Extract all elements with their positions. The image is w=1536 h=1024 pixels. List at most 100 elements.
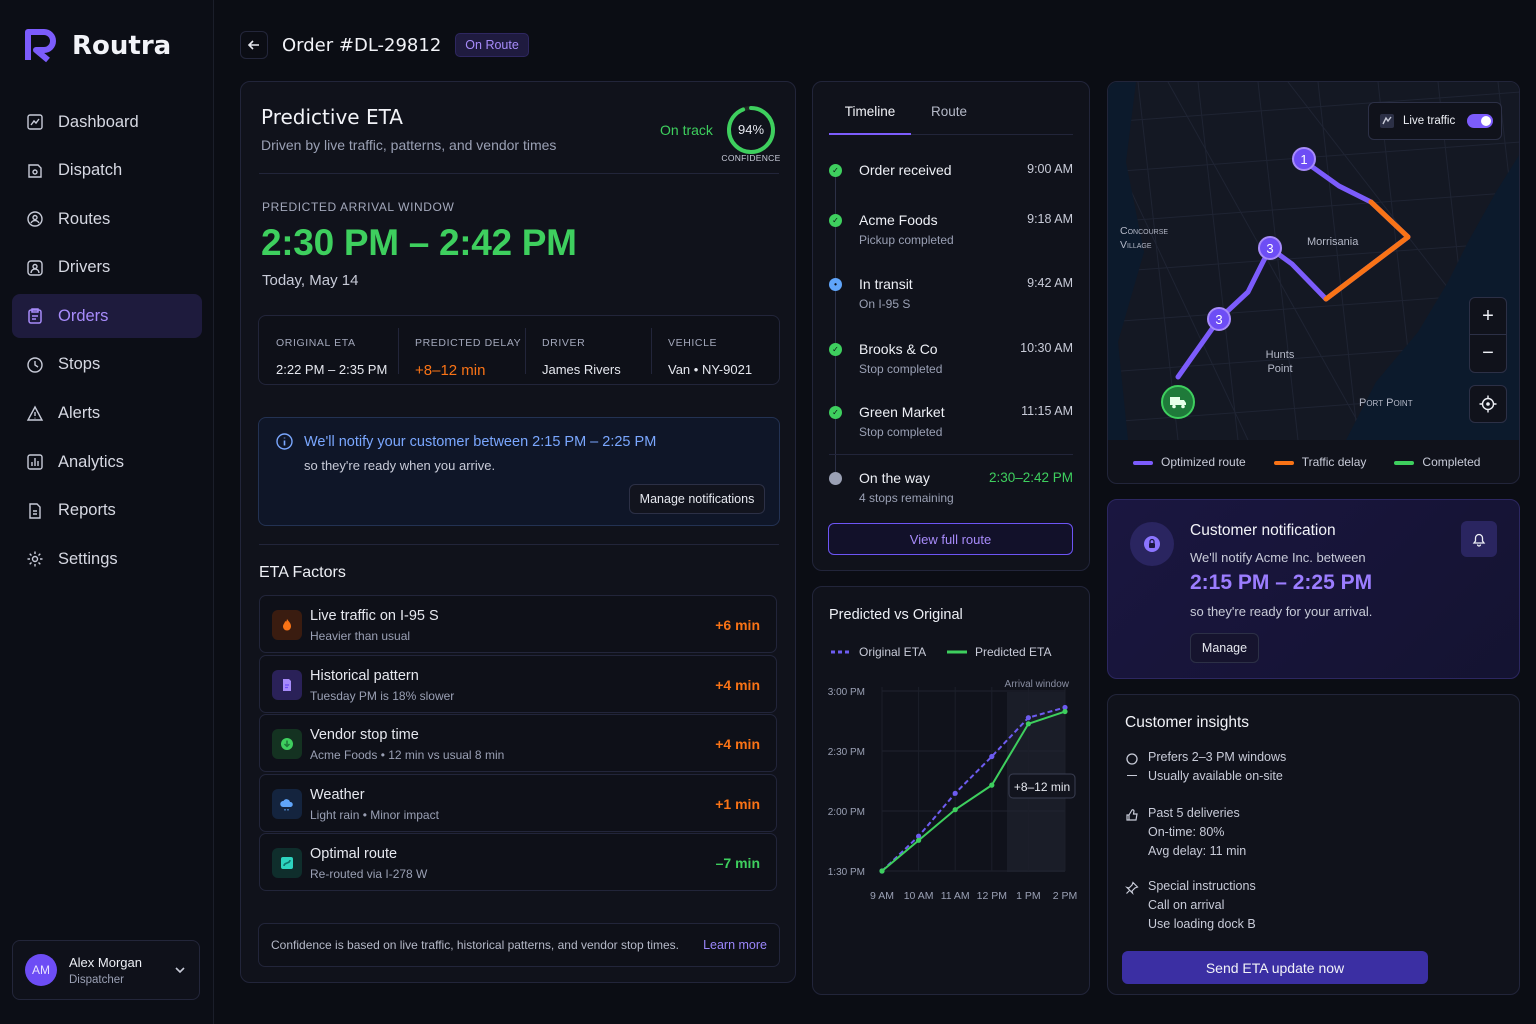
stop-marker[interactable]: 3 bbox=[1207, 307, 1231, 331]
customer-notification-panel: Customer notification We'll notify Acme … bbox=[1107, 499, 1520, 679]
transit-icon: • bbox=[829, 278, 842, 291]
orders-icon bbox=[26, 307, 44, 325]
timeline-time: 9:18 AM bbox=[1027, 212, 1073, 226]
place-label: Port Point bbox=[1359, 397, 1413, 409]
chevron-down-icon bbox=[175, 967, 185, 974]
stop-marker[interactable]: 1 bbox=[1292, 147, 1316, 171]
sidebar-item-analytics[interactable]: Analytics bbox=[12, 440, 202, 484]
vehicle-marker[interactable] bbox=[1161, 385, 1195, 419]
place-label: Morrisania bbox=[1307, 236, 1359, 248]
fire-icon bbox=[272, 610, 302, 640]
series-line-predicted-eta bbox=[881, 710, 1066, 872]
live-traffic-control: Live traffic bbox=[1368, 102, 1502, 140]
place-label: Concourse Village bbox=[1120, 225, 1169, 251]
sidebar-item-routes[interactable]: Routes bbox=[12, 197, 202, 241]
x-tick-label: 11 AM bbox=[941, 890, 970, 902]
y-tick-label: 2:30 PM bbox=[828, 747, 865, 758]
send-eta-update-button[interactable]: Send ETA update now bbox=[1122, 951, 1428, 984]
sidebar-item-label: Settings bbox=[58, 549, 118, 568]
sidebar-item-label: Routes bbox=[58, 209, 111, 228]
map-legend-item: Traffic delay bbox=[1273, 455, 1366, 469]
back-button[interactable] bbox=[240, 31, 268, 59]
sidebar-item-alerts[interactable]: Alerts bbox=[12, 392, 202, 436]
insight-line: Avg delay: 11 min bbox=[1148, 844, 1247, 858]
zoom-out-button[interactable]: − bbox=[1482, 342, 1494, 364]
eta-subtitle: Driven by live traffic, patterns, and ve… bbox=[261, 137, 557, 153]
notify-subtext: so they're ready when you arrive. bbox=[304, 458, 496, 473]
stop-marker[interactable]: 3 bbox=[1258, 236, 1282, 260]
sidebar-item-label: Alerts bbox=[58, 404, 101, 423]
factor-title: Live traffic on I-95 S bbox=[310, 608, 439, 624]
legend-swatch bbox=[1394, 460, 1415, 465]
factor-value: +4 min bbox=[715, 676, 760, 693]
sidebar-item-dashboard[interactable]: Dashboard bbox=[12, 100, 202, 144]
eta-factor-row[interactable]: Vendor stop time Acme Foods • 12 min vs u… bbox=[259, 714, 777, 773]
sidebar-item-reports[interactable]: Reports bbox=[12, 489, 202, 533]
data-point bbox=[989, 782, 995, 788]
timeline-item[interactable]: ✓ Order received 9:00 AM bbox=[829, 162, 1073, 202]
stat-value: Van • NY-9021 bbox=[668, 362, 753, 377]
live-traffic-label: Live traffic bbox=[1403, 115, 1456, 127]
band-label: Arrival window bbox=[1005, 679, 1070, 690]
eta-comparison-chart: Original ETA Predicted ETA Arrival window 3… bbox=[828, 645, 1078, 902]
sidebar-item-label: Reports bbox=[58, 501, 116, 520]
eta-factor-row[interactable]: Historical pattern Tuesday PM is 18% slow… bbox=[259, 654, 777, 713]
timeline-item[interactable]: ✓ Green Market Stop completed 11:15 AM bbox=[829, 404, 1073, 455]
divider bbox=[259, 544, 779, 545]
factor-value: +4 min bbox=[715, 736, 760, 753]
factor-title: Historical pattern bbox=[310, 667, 419, 684]
manage-notifications-button[interactable]: Manage notifications bbox=[629, 484, 765, 514]
eta-factor-row[interactable]: Optimal route Re-routed via I-278 W –7 min bbox=[259, 833, 777, 892]
legend-label: Optimized route bbox=[1161, 455, 1246, 469]
view-full-route-button[interactable]: View full route bbox=[828, 523, 1073, 555]
stat-divider bbox=[525, 328, 526, 374]
legend-label: Completed bbox=[1422, 455, 1481, 469]
timeline-item[interactable]: ✓ Brooks & Co Stop completed 10:30 AM bbox=[829, 341, 1073, 381]
factor-subtitle: Tuesday PM is 18% slower bbox=[310, 688, 455, 703]
factor-value: +1 min bbox=[715, 795, 760, 812]
bell-button[interactable] bbox=[1461, 521, 1497, 557]
sidebar-nav: Dashboard Dispatch Routes Drivers Orders Stop… bbox=[12, 100, 202, 586]
legend-label: Predicted ETA bbox=[975, 645, 1051, 659]
timeline-time: 11:15 AM bbox=[1021, 404, 1073, 418]
factor-subtitle: Re-routed via I-278 W bbox=[310, 867, 428, 882]
insights-title: Customer insights bbox=[1125, 714, 1250, 731]
sidebar-item-drivers[interactable]: Drivers bbox=[12, 246, 202, 290]
dash-icon bbox=[1127, 775, 1137, 776]
manage-button[interactable]: Manage bbox=[1190, 633, 1259, 663]
timeline-item[interactable]: • In transit On I-95 S 9:42 AM bbox=[829, 276, 1073, 316]
tab-timeline[interactable]: Timeline bbox=[829, 104, 911, 135]
app-logo[interactable]: Routra bbox=[24, 28, 171, 64]
timeline-time: 9:42 AM bbox=[1027, 276, 1073, 290]
sidebar-item-settings[interactable]: Settings bbox=[12, 537, 202, 581]
live-traffic-toggle[interactable] bbox=[1467, 114, 1494, 128]
user-menu[interactable]: AM Alex Morgan Dispatcher bbox=[12, 940, 200, 1000]
route-map[interactable] bbox=[1108, 82, 1520, 440]
legend-label: Original ETA bbox=[859, 645, 926, 659]
sidebar-item-orders[interactable]: Orders bbox=[12, 294, 202, 339]
insight-line: Past 5 deliveries bbox=[1148, 806, 1240, 820]
chart-panel: Predicted vs Original Original ETA Predic… bbox=[812, 586, 1090, 995]
eta-factor-row[interactable]: Live traffic on I-95 S Heavier than usual… bbox=[259, 595, 777, 653]
arrow-left-icon bbox=[247, 40, 259, 50]
tab-route[interactable]: Route bbox=[930, 104, 968, 119]
sidebar-item-dispatch[interactable]: Dispatch bbox=[12, 149, 202, 193]
stat-label: VEHICLE bbox=[668, 337, 718, 349]
factor-title: Vendor stop time bbox=[310, 727, 419, 744]
sidebar-item-label: Stops bbox=[58, 355, 101, 374]
zoom-in-button[interactable]: + bbox=[1470, 298, 1506, 335]
locate-button[interactable] bbox=[1469, 385, 1507, 423]
dashboard-icon bbox=[26, 113, 44, 131]
sidebar-item-label: Drivers bbox=[58, 258, 111, 277]
arrival-date: Today, May 14 bbox=[262, 272, 359, 289]
x-tick-label: 9 AM bbox=[870, 890, 894, 902]
learn-more-link[interactable]: Learn more bbox=[703, 938, 767, 952]
check-icon: ✓ bbox=[829, 214, 842, 227]
sidebar-item-stops[interactable]: Stops bbox=[12, 343, 202, 387]
stat-divider bbox=[651, 328, 652, 374]
map-legend-item: Optimized route bbox=[1133, 455, 1246, 469]
clock-icon bbox=[829, 472, 842, 485]
timeline-item[interactable]: On the way 4 stops remaining 2:30–2:42 PM bbox=[829, 470, 1073, 510]
eta-factor-row[interactable]: Weather Light rain • Minor impact +1 min bbox=[259, 773, 777, 832]
timeline-item[interactable]: ✓ Acme Foods Pickup completed 9:18 AM bbox=[829, 212, 1073, 252]
